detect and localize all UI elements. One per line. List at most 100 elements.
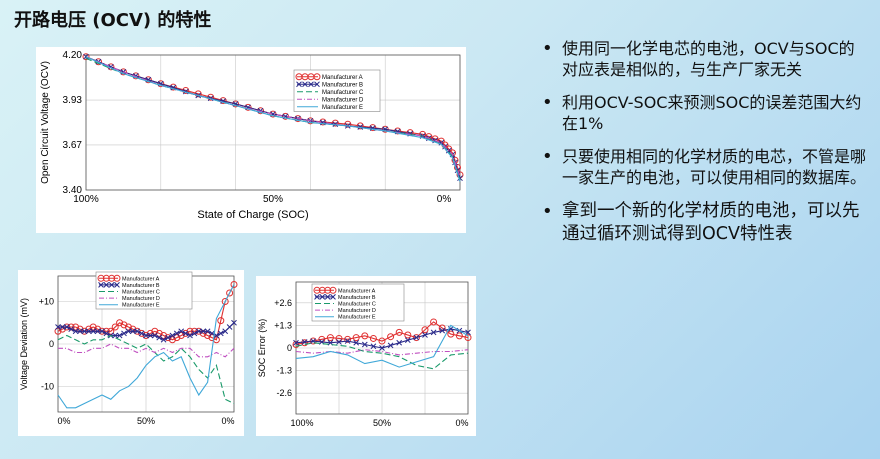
marker-b bbox=[302, 81, 308, 88]
series-line bbox=[57, 284, 235, 409]
marker-a bbox=[182, 329, 190, 337]
y-tick-label: -2.6 bbox=[276, 388, 292, 398]
marker-b bbox=[125, 328, 132, 335]
marker-b bbox=[68, 326, 75, 332]
marker-a bbox=[395, 328, 403, 336]
series-e bbox=[295, 324, 469, 368]
marker-a bbox=[89, 323, 97, 331]
marker-a bbox=[157, 80, 165, 88]
marker-a bbox=[412, 334, 420, 342]
y-tick-label: 3.93 bbox=[63, 95, 83, 106]
marker-a bbox=[313, 286, 321, 294]
x-tick-label: 100% bbox=[290, 418, 313, 428]
legend-label: Manufacturer A bbox=[338, 288, 376, 294]
marker-b bbox=[134, 328, 141, 335]
marker-b bbox=[430, 329, 437, 336]
marker-b bbox=[182, 330, 189, 337]
marker-b bbox=[94, 328, 101, 335]
marker-b bbox=[103, 330, 110, 337]
series-line bbox=[295, 349, 469, 356]
marker-a bbox=[108, 274, 116, 282]
marker-a bbox=[352, 334, 360, 342]
marker-a bbox=[155, 329, 163, 337]
marker-a bbox=[387, 333, 395, 341]
marker-a bbox=[230, 281, 238, 288]
y-tick-label: +1.3 bbox=[274, 320, 292, 330]
marker-b bbox=[83, 53, 89, 60]
marker-a bbox=[269, 110, 277, 118]
marker-b bbox=[396, 339, 403, 346]
marker-a bbox=[194, 90, 202, 98]
legend-label: Manufacturer E bbox=[122, 303, 160, 309]
marker-a bbox=[54, 327, 62, 335]
series-line bbox=[57, 334, 235, 404]
x-tick-label: 0% bbox=[221, 416, 234, 426]
x-tick-label: 0% bbox=[437, 194, 452, 205]
marker-b bbox=[200, 328, 207, 335]
marker-a bbox=[124, 323, 132, 331]
marker-a bbox=[318, 286, 326, 294]
x-tick-label: 50% bbox=[373, 418, 391, 428]
y-axis-label: SOC Error (%) bbox=[257, 319, 267, 378]
marker-b bbox=[204, 328, 211, 335]
series-line bbox=[85, 57, 461, 181]
marker-a bbox=[120, 321, 128, 329]
marker-b bbox=[344, 338, 351, 344]
marker-a bbox=[116, 319, 124, 327]
voltage-deviation-chart: +10 0 -10 0% 50% 0% Voltage Deviation (mV) Manu… bbox=[18, 270, 244, 436]
bullet-list: 使用同一化学电芯的电池，OCV与SOC的对应表是相似的，与生产厂家无关 利用OC… bbox=[540, 38, 870, 258]
marker-b bbox=[114, 282, 120, 288]
marker-b bbox=[147, 332, 154, 339]
marker-b bbox=[98, 282, 104, 288]
marker-b bbox=[314, 81, 320, 88]
marker-a bbox=[160, 332, 168, 339]
marker-b bbox=[55, 324, 61, 330]
marker-a bbox=[94, 325, 102, 333]
marker-a bbox=[111, 323, 119, 331]
bullet-item: 只要使用相同的化学材质的电芯，不管是哪一家生产的电池，可以使用相同的数据库。 bbox=[540, 146, 870, 188]
legend-label: Manufacturer E bbox=[322, 105, 363, 111]
marker-a bbox=[221, 298, 229, 305]
y-tick-label: 0 bbox=[49, 339, 54, 349]
series-line bbox=[85, 56, 461, 182]
marker-b bbox=[151, 332, 158, 339]
marker-a bbox=[217, 317, 225, 325]
marker-b bbox=[103, 282, 110, 288]
series-c bbox=[57, 334, 235, 404]
marker-a bbox=[430, 318, 438, 326]
ocv-chart: 4.20 3.93 3.67 3.40 100% 50% 0% State of Charge… bbox=[36, 47, 466, 233]
marker-a bbox=[447, 330, 455, 338]
marker-b bbox=[85, 328, 92, 335]
marker-b bbox=[308, 81, 314, 88]
y-tick-label: +10 bbox=[39, 297, 54, 307]
marker-a bbox=[102, 327, 110, 335]
marker-a bbox=[324, 286, 332, 294]
y-tick-label: -1.3 bbox=[276, 366, 292, 376]
marker-b bbox=[319, 294, 326, 300]
marker-b bbox=[165, 334, 171, 341]
marker-b bbox=[231, 319, 237, 326]
marker-a bbox=[190, 327, 198, 335]
marker-b bbox=[324, 294, 331, 300]
marker-b bbox=[81, 328, 88, 335]
x-tick-label: 100% bbox=[73, 194, 99, 205]
marker-a bbox=[421, 326, 429, 334]
marker-b bbox=[357, 124, 364, 130]
marker-a bbox=[344, 120, 352, 128]
marker-a bbox=[82, 53, 90, 61]
marker-a bbox=[177, 332, 185, 339]
series-line bbox=[295, 342, 469, 370]
chart-svg: +2.6 +1.3 0 -1.3 -2.6 100% 50% 0% SOC Error (%) M… bbox=[257, 281, 472, 428]
series-e bbox=[57, 284, 235, 409]
marker-b bbox=[336, 339, 342, 345]
marker-a bbox=[464, 334, 472, 342]
marker-b bbox=[112, 332, 119, 339]
marker-b bbox=[330, 294, 336, 300]
marker-a bbox=[129, 325, 137, 333]
series-b bbox=[293, 326, 471, 351]
marker-b bbox=[90, 328, 97, 335]
marker-b bbox=[195, 328, 202, 335]
marker-b bbox=[108, 282, 115, 288]
